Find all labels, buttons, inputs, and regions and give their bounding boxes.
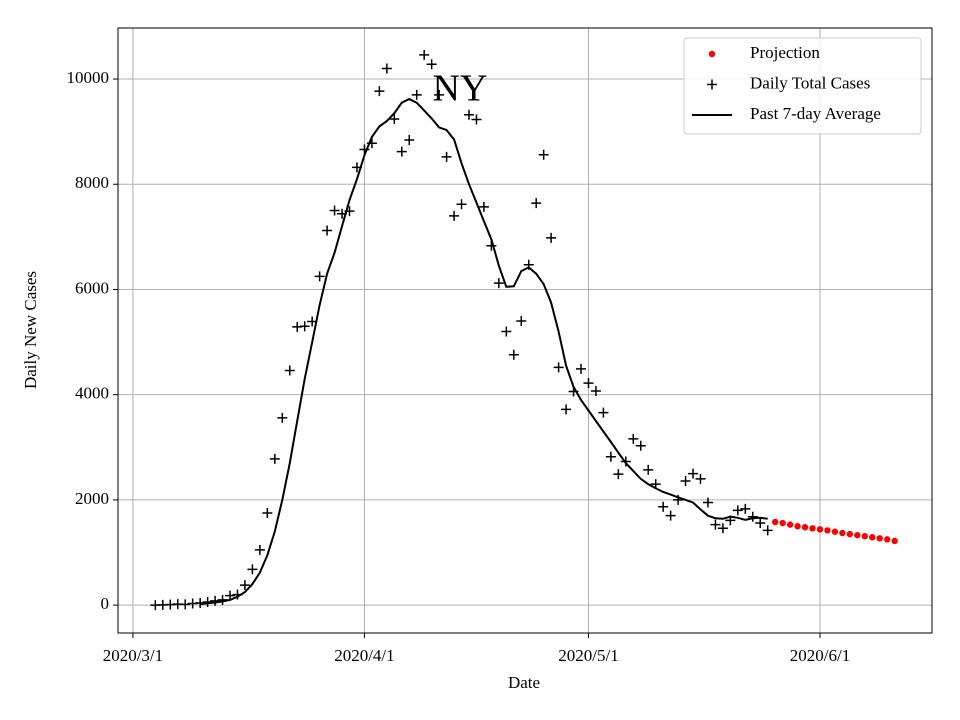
case-marker <box>396 146 407 157</box>
case-marker <box>434 89 445 100</box>
case-marker <box>561 404 572 415</box>
case-marker <box>688 468 699 479</box>
projection-dot <box>794 523 801 530</box>
case-marker <box>583 378 594 389</box>
case-marker <box>658 501 669 512</box>
y-tick-label: 4000 <box>75 384 109 403</box>
legend-marker <box>707 79 717 90</box>
case-marker <box>717 523 728 534</box>
case-marker <box>740 503 751 514</box>
case-marker <box>449 210 460 221</box>
legend-box <box>683 37 922 135</box>
case-marker <box>508 349 519 360</box>
case-marker <box>635 440 646 451</box>
projection-dot <box>861 533 868 540</box>
case-marker <box>239 580 250 591</box>
case-marker <box>710 519 721 530</box>
plot-frame <box>117 27 933 634</box>
case-marker <box>598 407 609 418</box>
legend: Projection Daily Total Cases Past 7-day Av… <box>683 37 922 135</box>
case-marker <box>493 278 504 289</box>
case-marker <box>643 464 654 475</box>
case-marker <box>277 412 288 423</box>
case-marker <box>501 326 512 337</box>
x-tick-label: 2020/3/1 <box>103 646 163 665</box>
case-marker <box>254 544 265 555</box>
projection-dot <box>883 536 891 543</box>
case-marker <box>695 473 706 484</box>
case-marker <box>665 510 676 521</box>
case-marker <box>247 564 258 575</box>
projection-dot <box>846 530 854 538</box>
case-marker <box>590 386 601 396</box>
projection-dot <box>876 535 883 542</box>
case-marker <box>389 114 400 125</box>
x-tick-label: 2020/4/1 <box>334 646 394 665</box>
legend-marker <box>708 50 716 58</box>
projection-dot <box>839 529 846 537</box>
case-marker <box>463 109 474 120</box>
projection-dot <box>809 525 816 532</box>
case-marker <box>322 225 333 236</box>
projection-dot <box>816 526 824 533</box>
case-marker <box>471 114 482 125</box>
x-tick-label: 2020/5/1 <box>558 646 618 665</box>
case-marker <box>419 49 430 60</box>
case-marker <box>456 199 467 210</box>
case-marker <box>441 151 452 162</box>
y-axis-label: Daily New Cases <box>21 271 40 389</box>
x-tick-label: 2020/6/1 <box>790 646 850 665</box>
y-tick-label: 8000 <box>75 173 109 192</box>
case-marker <box>299 321 310 332</box>
case-marker <box>210 595 221 606</box>
projection-dot <box>786 521 794 528</box>
case-marker <box>546 232 557 243</box>
y-tick-label: 6000 <box>75 278 109 297</box>
case-marker <box>329 205 340 216</box>
annotation: NY <box>433 68 488 110</box>
projection-dot <box>801 524 809 531</box>
case-marker <box>613 469 624 480</box>
y-tick-label: 0 <box>101 594 110 613</box>
case-marker <box>381 63 392 74</box>
projection-dot <box>869 534 876 541</box>
case-marker <box>605 451 616 462</box>
case-marker <box>702 497 713 508</box>
average-line <box>199 97 768 606</box>
case-marker <box>404 135 415 146</box>
case-marker <box>374 86 385 97</box>
case-marker <box>538 149 549 160</box>
case-marker <box>284 365 295 376</box>
case-marker <box>747 511 758 522</box>
y-tick-label: 10000 <box>67 68 110 87</box>
case-marker <box>426 59 437 70</box>
case-marker <box>262 508 273 519</box>
case-marker <box>269 453 280 464</box>
case-marker <box>516 316 527 327</box>
case-marker <box>628 433 639 444</box>
legend-label: Past 7-day Average <box>750 104 881 123</box>
x-axis-label: Date <box>508 673 540 692</box>
case-marker <box>180 599 191 610</box>
projection-dot <box>771 518 779 526</box>
y-tick-label: 2000 <box>75 489 109 508</box>
case-marker <box>478 201 489 212</box>
case-marker <box>531 198 542 209</box>
legend-label: Projection <box>750 43 820 62</box>
case-marker <box>732 505 743 516</box>
case-marker <box>755 518 766 529</box>
case-marker <box>314 271 325 282</box>
projection-dot <box>824 527 831 534</box>
projection-dot <box>891 537 898 545</box>
case-marker <box>553 362 564 373</box>
projection-dot <box>779 519 786 527</box>
legend-label: Daily Total Cases <box>750 73 870 92</box>
case-marker <box>576 363 587 374</box>
case-marker <box>680 475 691 486</box>
case-marker <box>762 525 773 536</box>
projection-dot <box>854 531 861 539</box>
projection-dot <box>831 528 839 535</box>
case-marker <box>411 89 422 100</box>
